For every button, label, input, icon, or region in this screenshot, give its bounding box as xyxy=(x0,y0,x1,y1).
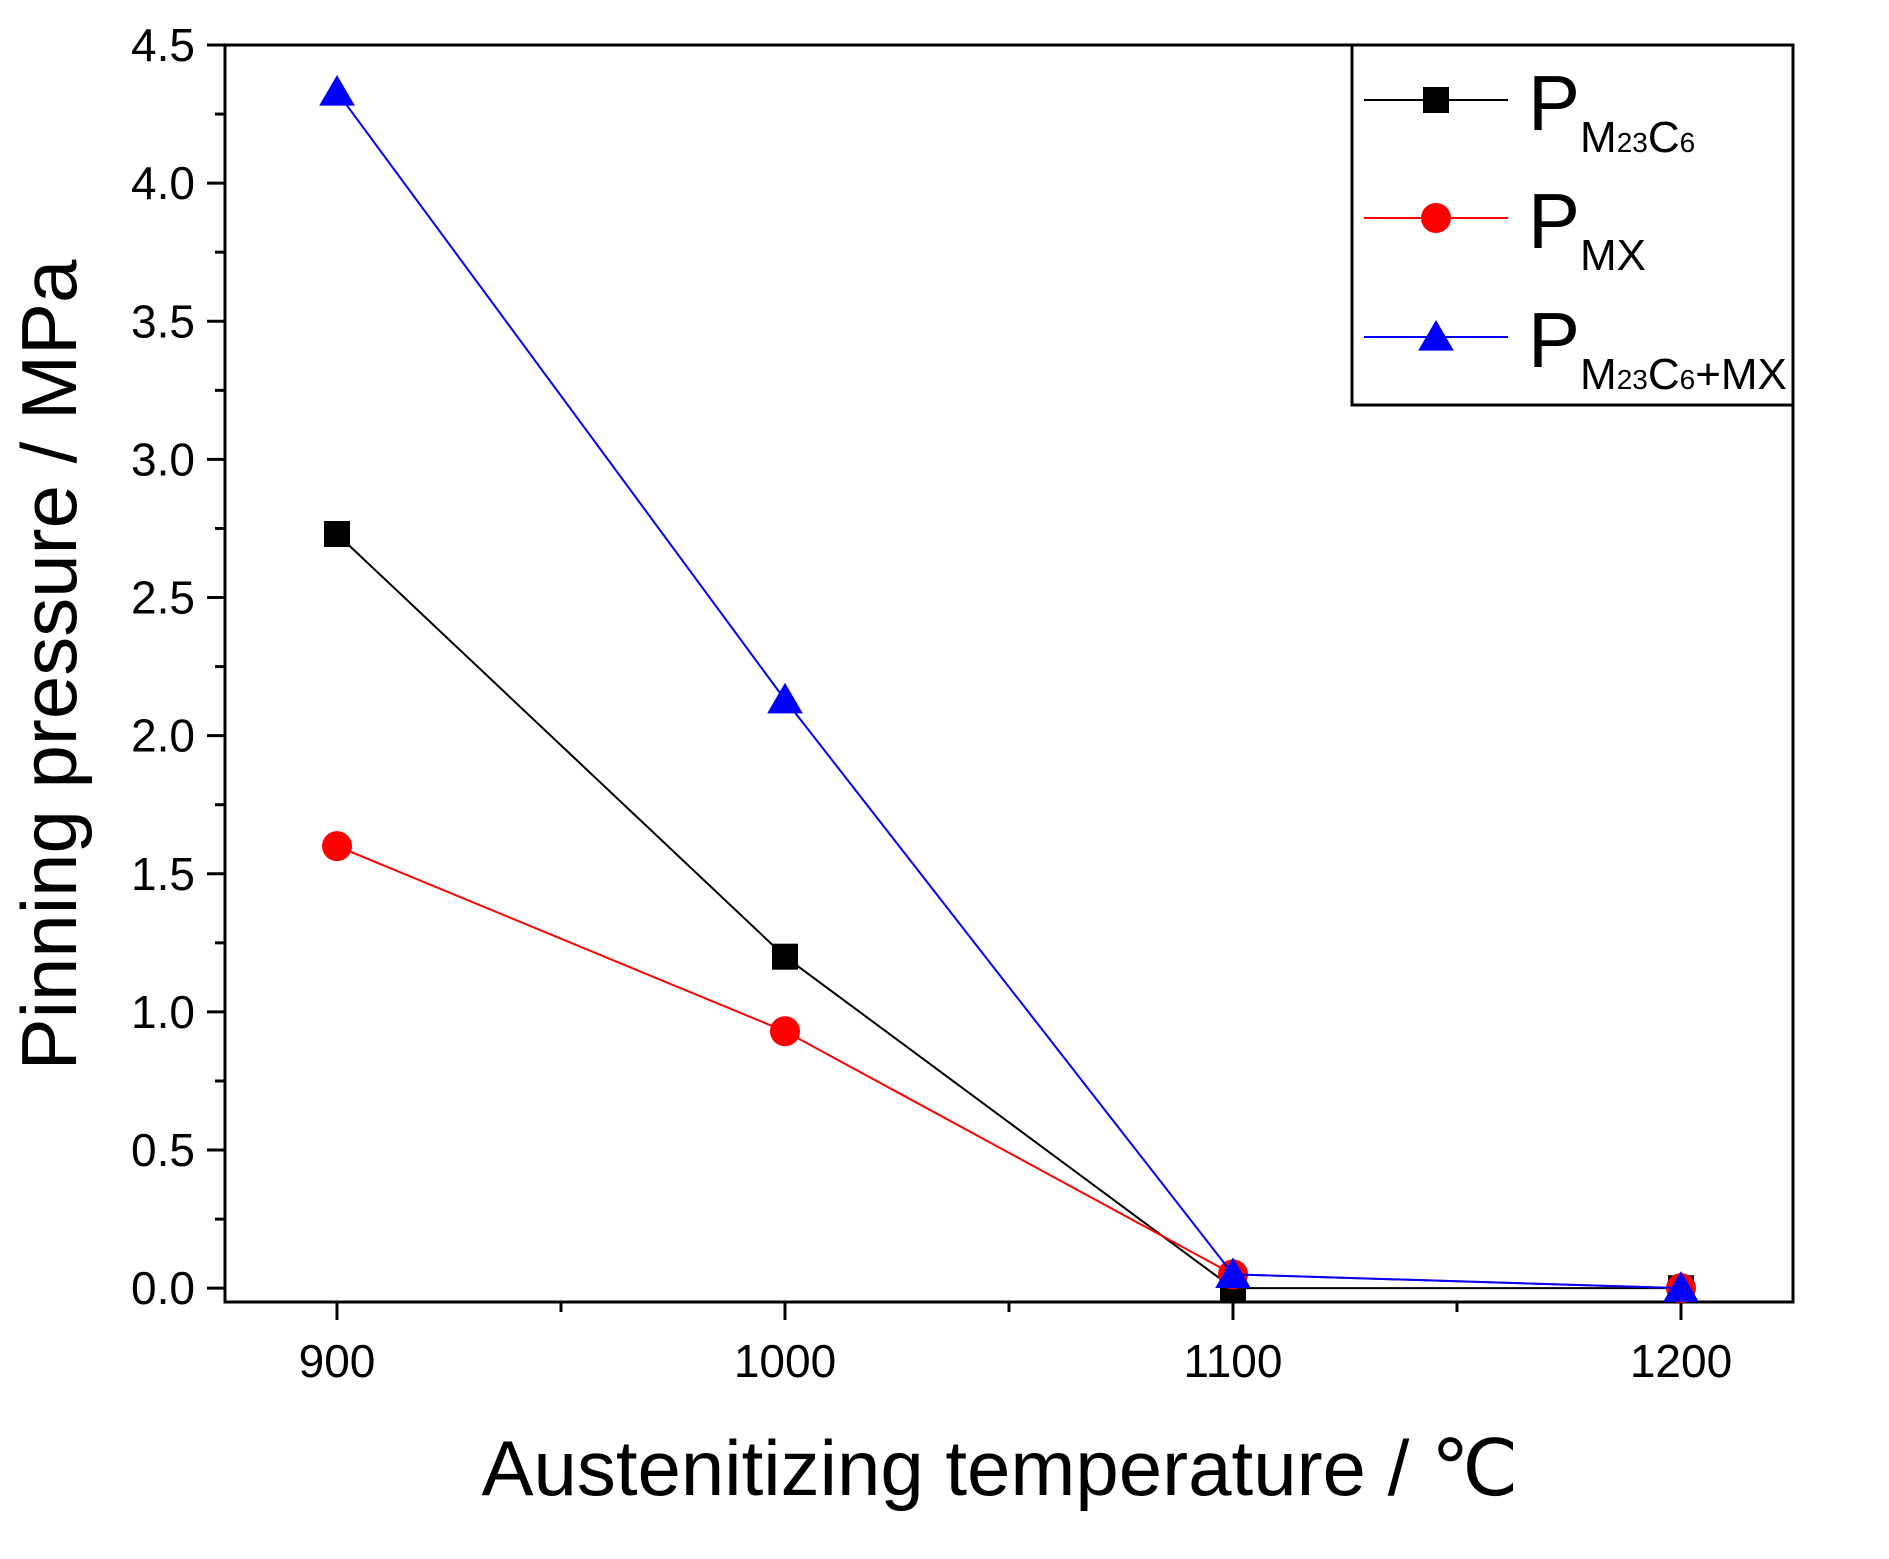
series-P_MX xyxy=(322,831,1696,1304)
data-point xyxy=(772,943,798,970)
y-tick-label: 4.5 xyxy=(131,19,195,71)
data-point xyxy=(1663,1271,1699,1302)
series-line xyxy=(336,845,1682,1290)
x-tick-label: 900 xyxy=(299,1335,376,1387)
y-tick-label: 4.0 xyxy=(131,157,195,209)
x-tick-label: 1100 xyxy=(1184,1335,1283,1387)
y-tick-label: 2.5 xyxy=(131,572,195,624)
y-tick-label: 2.0 xyxy=(131,710,195,762)
x-axis-title: Austenitizing temperature / ℃ xyxy=(481,1424,1518,1512)
series-P_M23C6 xyxy=(324,520,1694,1302)
data-point xyxy=(319,74,355,106)
data-point xyxy=(1215,1257,1251,1288)
series-layer xyxy=(319,74,1699,1304)
series-line xyxy=(336,91,1682,1290)
y-axis-title: Pinning pressure / MPa xyxy=(5,259,93,1070)
series-P_M23C6+MX xyxy=(319,74,1699,1302)
legend-label: PM23C6 xyxy=(1528,59,1695,162)
y-tick-label: 3.0 xyxy=(131,433,195,485)
axes: 0.0 0.5 1.0 1.5 2.0 2.5 3.0 3.5 4.0 4.5 900 1000 110… xyxy=(131,19,1795,1387)
legend-marker xyxy=(1423,87,1449,113)
x-tick-label: 1000 xyxy=(734,1335,836,1387)
legend-marker xyxy=(1421,203,1451,233)
data-point xyxy=(767,682,803,714)
data-point xyxy=(322,831,352,862)
legend-marker xyxy=(1418,320,1454,351)
legend-label: PMX xyxy=(1528,177,1646,280)
y-tick-label: 0.0 xyxy=(131,1262,195,1314)
y-tick-label: 1.0 xyxy=(131,986,195,1038)
y-tick-label: 3.5 xyxy=(131,295,195,347)
legend-label: PM23C6+MX xyxy=(1528,296,1787,399)
x-tick-label: 1200 xyxy=(1630,1335,1732,1387)
data-point xyxy=(770,1016,800,1047)
y-tick-label: 1.5 xyxy=(131,848,195,900)
series-line xyxy=(336,533,1681,1290)
legend: PM23C6 PMX PM23C6+MX xyxy=(1350,43,1795,407)
data-point xyxy=(324,520,350,547)
y-tick-label: 0.5 xyxy=(131,1124,195,1176)
